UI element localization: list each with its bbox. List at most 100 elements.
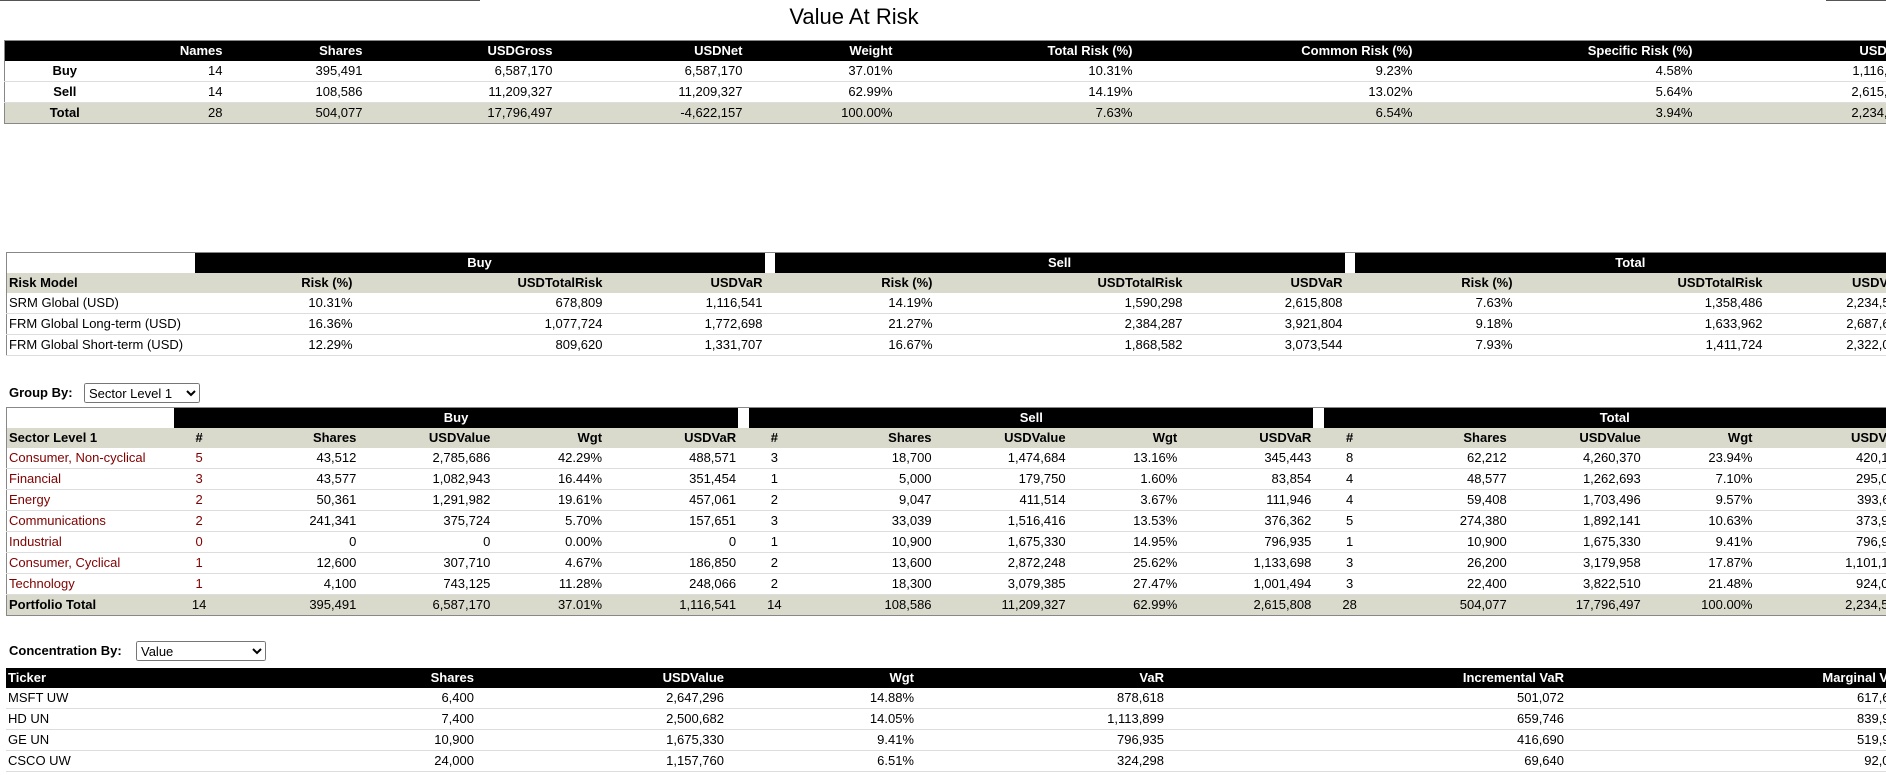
summary-cell: 13.02% bbox=[1134, 81, 1415, 103]
risk-cell: 2,384,287 bbox=[934, 313, 1185, 335]
summary-cell: 6,587,170 bbox=[364, 61, 555, 82]
sector-cell: 1 bbox=[749, 531, 800, 553]
summary-cell: 28 bbox=[124, 102, 225, 124]
sector-cell: 1 bbox=[749, 468, 800, 490]
sector-cell: 373,906 bbox=[1754, 510, 1886, 532]
risk-cell: 1,077,724 bbox=[354, 313, 605, 335]
sector-cell: 18,700 bbox=[799, 448, 934, 469]
risk-band-gap bbox=[764, 252, 775, 273]
summary-table: Names Shares USDGross USDNet Weight Total Ris… bbox=[4, 40, 1886, 124]
sector-name-link: Technology bbox=[6, 573, 175, 595]
risk-cell: 16.36% bbox=[194, 313, 355, 335]
summary-row-label: Total bbox=[4, 102, 125, 124]
sector-cell: 924,045 bbox=[1754, 573, 1886, 595]
top-divider-right bbox=[1826, 0, 1886, 1]
sector-header: Shares bbox=[224, 428, 359, 448]
risk-model-name: FRM Global Long-term (USD) bbox=[6, 313, 195, 335]
sector-cell: 18,300 bbox=[799, 573, 934, 595]
summary-header: USDVa bbox=[1694, 40, 1886, 61]
sector-cell: 351,454 bbox=[604, 468, 739, 490]
sector-cell: 13.16% bbox=[1067, 448, 1180, 469]
sector-gap bbox=[738, 510, 750, 532]
sector-cell: 3 bbox=[1324, 573, 1375, 595]
ticker-cell: 92,088 bbox=[1566, 750, 1886, 772]
risk-cell: 9.18% bbox=[1354, 313, 1515, 335]
sector-cell: 42.29% bbox=[492, 448, 605, 469]
ticker-header: Incremental VaR bbox=[1166, 668, 1566, 688]
risk-cell: 14.19% bbox=[774, 293, 935, 314]
sector-cell: 43,512 bbox=[224, 448, 359, 469]
sector-band-buy: Buy bbox=[174, 407, 739, 428]
risk-header: USDVaR bbox=[1764, 273, 1886, 293]
summary-cell: 9.23% bbox=[1134, 61, 1415, 82]
ticker-header: USDValue bbox=[476, 668, 726, 688]
summary-header: Weight bbox=[744, 40, 895, 61]
sector-gap bbox=[1313, 510, 1325, 532]
ticker-cell: 9.41% bbox=[726, 729, 916, 751]
concentration-by-label: Concentration By: bbox=[9, 643, 122, 658]
group-by-select[interactable]: Sector Level 1 bbox=[84, 383, 200, 403]
sector-cell: 0.00% bbox=[492, 531, 605, 553]
ticker-cell: 1,675,330 bbox=[476, 729, 726, 751]
risk-band-buy: Buy bbox=[194, 252, 765, 273]
risk-header: USDVaR bbox=[1184, 273, 1345, 293]
sector-gap bbox=[1313, 448, 1325, 469]
sector-cell: 1,703,496 bbox=[1508, 489, 1643, 511]
sector-gap bbox=[738, 573, 750, 595]
sector-name-link: Energy bbox=[6, 489, 175, 511]
sector-header: Shares bbox=[799, 428, 934, 448]
sector-cell: 3,822,510 bbox=[1508, 573, 1643, 595]
sector-cell: 13,600 bbox=[799, 552, 934, 574]
ticker-cell: 14.88% bbox=[726, 688, 916, 709]
sector-row: Communications 2 241,341 375,724 5.70% 157,65… bbox=[6, 510, 1886, 532]
summary-cell: 14.19% bbox=[894, 81, 1135, 103]
sector-cell: 9.57% bbox=[1642, 489, 1755, 511]
ticker-row: CSCO UW 24,000 1,157,760 6.51% 324,298 69,640… bbox=[6, 750, 1886, 772]
risk-gap bbox=[764, 334, 775, 356]
sector-total-gap bbox=[1313, 594, 1325, 616]
sector-cell: 179,750 bbox=[933, 468, 1068, 490]
sector-cell: 1.60% bbox=[1067, 468, 1180, 490]
sector-cell: 295,074 bbox=[1754, 468, 1886, 490]
ticker-cell: 6.51% bbox=[726, 750, 916, 772]
sector-total-cell: 62.99% bbox=[1067, 594, 1180, 616]
sector-cell: 111,946 bbox=[1179, 489, 1314, 511]
risk-gap bbox=[764, 293, 775, 314]
risk-head-gap bbox=[764, 273, 775, 293]
sector-cell: 1 bbox=[174, 573, 225, 595]
sector-cell: 2 bbox=[749, 489, 800, 511]
risk-model-name: SRM Global (USD) bbox=[6, 293, 195, 314]
ticker-cell: 796,935 bbox=[916, 729, 1166, 751]
summary-header: USDGross bbox=[364, 40, 555, 61]
ticker-cell: 10,900 bbox=[186, 729, 476, 751]
sector-cell: 48,577 bbox=[1374, 468, 1509, 490]
sector-band-total: Total bbox=[1324, 407, 1886, 428]
sector-total-cell: 14 bbox=[749, 594, 800, 616]
sector-cell: 796,935 bbox=[1754, 531, 1886, 553]
concentration-by-select[interactable]: Value bbox=[136, 641, 266, 661]
sector-cell: 17.87% bbox=[1642, 552, 1755, 574]
sector-cell: 1,082,943 bbox=[358, 468, 493, 490]
sector-head-gap bbox=[1313, 428, 1325, 448]
sector-cell: 186,850 bbox=[604, 552, 739, 574]
ticker-cell: 416,690 bbox=[1166, 729, 1566, 751]
sector-cell: 1 bbox=[174, 552, 225, 574]
sector-row: Energy 2 50,361 1,291,982 19.61% 457,061 2 9,04… bbox=[6, 489, 1886, 511]
sector-cell: 25.62% bbox=[1067, 552, 1180, 574]
summary-cell: 5.64% bbox=[1414, 81, 1695, 103]
sector-cell: 0 bbox=[174, 531, 225, 553]
sector-name-link: Industrial bbox=[6, 531, 175, 553]
sector-total-cell: 11,209,327 bbox=[933, 594, 1068, 616]
risk-cell: 1,633,962 bbox=[1514, 313, 1765, 335]
ticker-row: GE UN 10,900 1,675,330 9.41% 796,935 416,690 5… bbox=[6, 729, 1886, 751]
summary-cell: 14 bbox=[124, 61, 225, 82]
summary-row-label: Buy bbox=[4, 61, 125, 82]
sector-header: USDVaR bbox=[604, 428, 739, 448]
sector-cell: 457,061 bbox=[604, 489, 739, 511]
risk-header: USDVaR bbox=[604, 273, 765, 293]
summary-cell: 2,615,80 bbox=[1694, 81, 1886, 103]
risk-cell: 1,868,582 bbox=[934, 334, 1185, 356]
summary-cell: 10.31% bbox=[894, 61, 1135, 82]
sector-gap bbox=[1313, 573, 1325, 595]
sector-cell: 393,611 bbox=[1754, 489, 1886, 511]
